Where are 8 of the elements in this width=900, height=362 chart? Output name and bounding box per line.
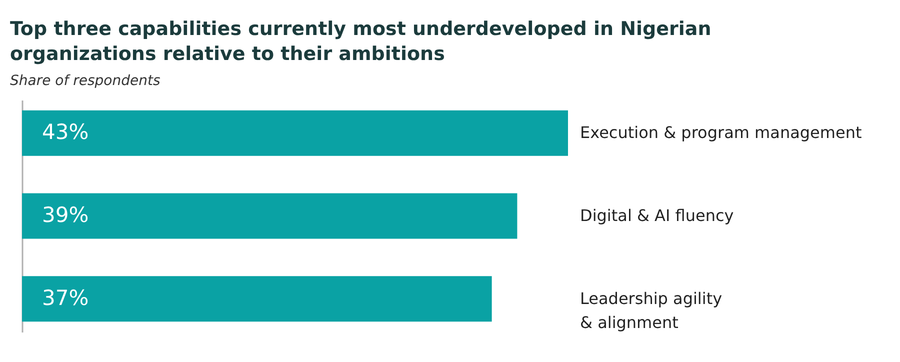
data-label: 37% — [42, 286, 89, 310]
y-tick-label: Execution & program management — [580, 123, 862, 142]
y-tick-label: Digital & AI fluency — [580, 206, 734, 225]
y-tick-label: Leadership agility & alignment — [580, 288, 722, 332]
chart-title: Top three capabilities currently most underdeveloped in Nigerian organizations relative to their ambitions — [10, 18, 712, 65]
data-label: 43% — [42, 120, 89, 144]
chart-subtitle: Share of respondents — [10, 73, 160, 89]
data-label: 39% — [42, 203, 89, 227]
